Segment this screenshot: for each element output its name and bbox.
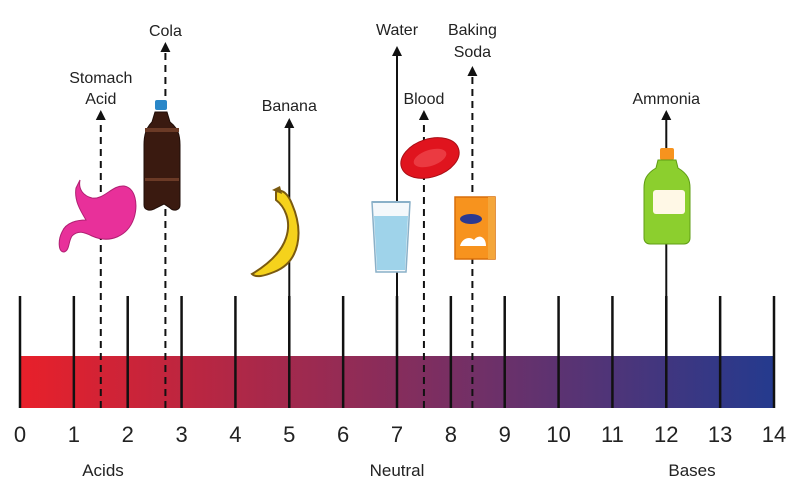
- substance-pointers: [95, 42, 672, 408]
- tick-label-4: 4: [229, 422, 241, 447]
- stomach-acid-label-line-0: Stomach: [69, 70, 132, 87]
- tick-label-9: 9: [499, 422, 511, 447]
- ammonia-arrow-head: [661, 110, 672, 120]
- tick-labels: 0 1 2 3 4 5 6 7 8 9 10 11 12 13 14: [14, 422, 786, 447]
- tick-label-2: 2: [122, 422, 134, 447]
- banana-label-line-0: Banana: [262, 98, 317, 115]
- tick-label-5: 5: [283, 422, 295, 447]
- tick-label-13: 13: [708, 422, 732, 447]
- baking-soda-label-line-1: Soda: [454, 44, 491, 61]
- tick-label-7: 7: [391, 422, 403, 447]
- cola-arrow-head: [160, 42, 171, 52]
- acids-label: Acids: [82, 461, 124, 480]
- tick-label-14: 14: [762, 422, 786, 447]
- tick-label-8: 8: [445, 422, 457, 447]
- water-glass-icon: [371, 201, 411, 273]
- stomach-icon: [58, 179, 137, 253]
- baking-soda-arrow-head: [467, 66, 478, 76]
- baking-soda-label-line-0: Baking: [448, 22, 497, 39]
- cola-label-line-0: Cola: [149, 23, 182, 40]
- banana-arrow-head: [284, 118, 295, 128]
- water-label-line-0: Water: [376, 22, 419, 39]
- ammonia-label-line-0: Ammonia: [632, 91, 700, 108]
- tick-label-6: 6: [337, 422, 349, 447]
- tick-label-11: 11: [601, 422, 624, 447]
- substance-labels: Stomach Acid Cola Banana Water Blood Baking Sod…: [69, 22, 700, 115]
- tick-label-12: 12: [654, 422, 678, 447]
- tick-label-1: 1: [68, 422, 80, 447]
- neutral-label: Neutral: [370, 461, 425, 480]
- baking-soda-box-icon: [454, 196, 496, 260]
- blood-label-line-0: Blood: [403, 91, 444, 108]
- bases-label: Bases: [668, 461, 715, 480]
- tick-label-10: 10: [546, 422, 570, 447]
- banana-icon: [250, 186, 300, 278]
- cola-bottle-icon: [143, 100, 181, 211]
- tick-label-3: 3: [175, 422, 187, 447]
- stomach-acid-arrow-head: [95, 110, 106, 120]
- blood-arrow-head: [418, 110, 429, 120]
- ammonia-bottle-icon: [643, 148, 691, 245]
- water-arrow-head: [392, 46, 402, 56]
- stomach-acid-label-line-1: Acid: [85, 91, 116, 108]
- tick-label-0: 0: [14, 422, 26, 447]
- blood-cell-icon: [400, 137, 460, 179]
